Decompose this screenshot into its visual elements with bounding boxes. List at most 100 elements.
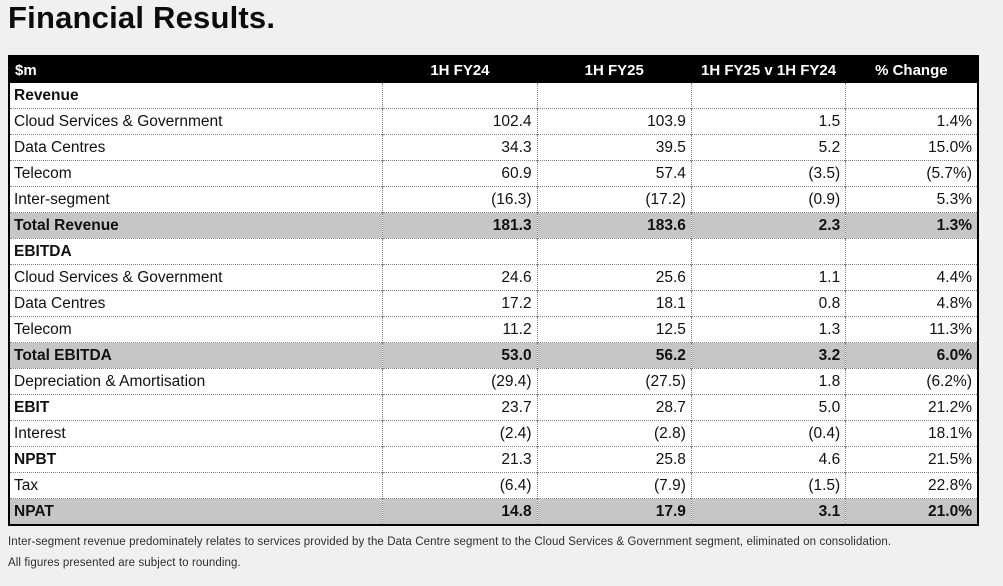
row-value-cell: 181.3 — [382, 212, 538, 239]
row-label-cell: Telecom — [9, 316, 383, 343]
table-row: Cloud Services & Government 24.6 25.6 1.1 4.… — [9, 264, 978, 291]
row-label-cell: Revenue — [9, 83, 383, 109]
row-label-cell: Interest — [9, 420, 383, 447]
row-value-cell: 17.9 — [536, 498, 692, 525]
row-value-cell: (7.9) — [536, 472, 692, 499]
table-row: Total Revenue 181.3 183.6 2.3 1.3% — [9, 212, 978, 239]
row-value-cell: 17.2 — [382, 290, 538, 317]
table-header: $m 1H FY24 1H FY25 1H FY25 v 1H FY24 % C… — [9, 56, 978, 83]
row-value-cell — [845, 83, 978, 109]
row-value-cell: 2.3 — [690, 212, 846, 239]
row-value-cell: 5.3% — [845, 186, 978, 213]
row-value-cell: 1.1 — [690, 264, 846, 291]
table-row: Depreciation & Amortisation (29.4) (27.5) 1… — [9, 368, 978, 395]
row-value-cell: 18.1 — [536, 290, 692, 317]
row-value-cell: 28.7 — [536, 394, 692, 421]
column-header-1h-fy24: 1H FY24 — [382, 56, 538, 83]
table-row: NPBT 21.3 25.8 4.6 21.5% — [9, 446, 978, 473]
row-value-cell: 25.6 — [536, 264, 692, 291]
table-row: Total EBITDA 53.0 56.2 3.2 6.0% — [9, 342, 978, 369]
row-label-cell: EBIT — [9, 394, 383, 421]
row-value-cell: 103.9 — [536, 108, 692, 135]
row-label-cell: Tax — [9, 472, 383, 499]
row-value-cell: (27.5) — [536, 368, 692, 395]
table-row: Tax (6.4) (7.9) (1.5) 22.8% — [9, 472, 978, 499]
row-value-cell: 60.9 — [382, 160, 538, 187]
row-label-cell: Telecom — [9, 160, 383, 187]
row-value-cell: 5.0 — [690, 394, 846, 421]
row-value-cell: 24.6 — [382, 264, 538, 291]
row-value-cell — [536, 83, 692, 109]
row-value-cell: 102.4 — [382, 108, 538, 135]
row-value-cell: (16.3) — [382, 186, 538, 213]
row-value-cell: 39.5 — [536, 134, 692, 161]
row-value-cell: 4.8% — [845, 290, 978, 317]
row-value-cell: 53.0 — [382, 342, 538, 369]
row-label-cell: Cloud Services & Government — [9, 264, 383, 291]
row-label-cell: Cloud Services & Government — [9, 108, 383, 135]
table-row: Inter-segment (16.3) (17.2) (0.9) 5.3% — [9, 186, 978, 213]
row-value-cell: (2.8) — [536, 420, 692, 447]
row-value-cell: (0.9) — [690, 186, 846, 213]
row-value-cell: 3.2 — [690, 342, 846, 369]
table-row: Cloud Services & Government 102.4 103.9 1.5… — [9, 108, 978, 135]
row-value-cell: 1.3 — [690, 316, 846, 343]
row-value-cell: (1.5) — [690, 472, 846, 499]
row-label-cell: Total EBITDA — [9, 342, 383, 369]
row-value-cell: (0.4) — [690, 420, 846, 447]
row-value-cell: 14.8 — [382, 498, 538, 525]
row-value-cell — [690, 83, 846, 109]
column-header-pct-change: % Change — [845, 56, 978, 83]
page-title: Financial Results. — [8, 0, 276, 35]
row-value-cell — [382, 238, 538, 265]
table-row: Telecom 11.2 12.5 1.3 11.3% — [9, 316, 978, 343]
table-body: Revenue Cloud Services & Government 102.4 1… — [9, 83, 978, 525]
table-row: Revenue — [9, 83, 978, 109]
row-label-cell: NPAT — [9, 498, 383, 525]
row-label-cell: Total Revenue — [9, 212, 383, 239]
row-value-cell: 1.3% — [845, 212, 978, 239]
column-header-1h-fy25: 1H FY25 — [537, 56, 692, 83]
table-row: Interest (2.4) (2.8) (0.4) 18.1% — [9, 420, 978, 447]
column-header-unit: $m — [9, 56, 383, 83]
row-value-cell — [690, 238, 846, 265]
row-value-cell: 183.6 — [536, 212, 692, 239]
table-row: Data Centres 34.3 39.5 5.2 15.0% — [9, 134, 978, 161]
row-value-cell: 34.3 — [382, 134, 538, 161]
table-row: EBITDA — [9, 238, 978, 265]
row-label-cell: Inter-segment — [9, 186, 383, 213]
row-value-cell: 1.8 — [690, 368, 846, 395]
row-value-cell: 21.3 — [382, 446, 538, 473]
row-value-cell: 1.5 — [690, 108, 846, 135]
row-value-cell: 6.0% — [845, 342, 978, 369]
row-value-cell: 4.4% — [845, 264, 978, 291]
financial-results-table: $m 1H FY24 1H FY25 1H FY25 v 1H FY24 % C… — [8, 55, 979, 526]
row-value-cell: 57.4 — [536, 160, 692, 187]
row-value-cell: 18.1% — [845, 420, 978, 447]
table-header-row: $m 1H FY24 1H FY25 1H FY25 v 1H FY24 % C… — [9, 56, 978, 83]
row-value-cell: (17.2) — [536, 186, 692, 213]
row-label-cell: EBITDA — [9, 238, 383, 265]
row-value-cell: 5.2 — [690, 134, 846, 161]
row-value-cell: 0.8 — [690, 290, 846, 317]
table-row: NPAT 14.8 17.9 3.1 21.0% — [9, 498, 978, 525]
row-value-cell: (3.5) — [690, 160, 846, 187]
footnote-inter-segment: Inter-segment revenue predominately rela… — [8, 536, 892, 548]
row-value-cell: 15.0% — [845, 134, 978, 161]
row-value-cell: 1.4% — [845, 108, 978, 135]
row-value-cell: 11.2 — [382, 316, 538, 343]
table-row: Data Centres 17.2 18.1 0.8 4.8% — [9, 290, 978, 317]
row-label-cell: Depreciation & Amortisation — [9, 368, 383, 395]
row-value-cell — [382, 83, 538, 109]
row-value-cell: 12.5 — [536, 316, 692, 343]
row-value-cell: 11.3% — [845, 316, 978, 343]
row-value-cell: 25.8 — [536, 446, 692, 473]
row-value-cell: (29.4) — [382, 368, 538, 395]
row-value-cell: 21.0% — [845, 498, 978, 525]
row-value-cell: 23.7 — [382, 394, 538, 421]
row-value-cell: 21.5% — [845, 446, 978, 473]
row-label-cell: Data Centres — [9, 290, 383, 317]
footnote-rounding: All figures presented are subject to rou… — [8, 557, 241, 569]
row-value-cell — [536, 238, 692, 265]
